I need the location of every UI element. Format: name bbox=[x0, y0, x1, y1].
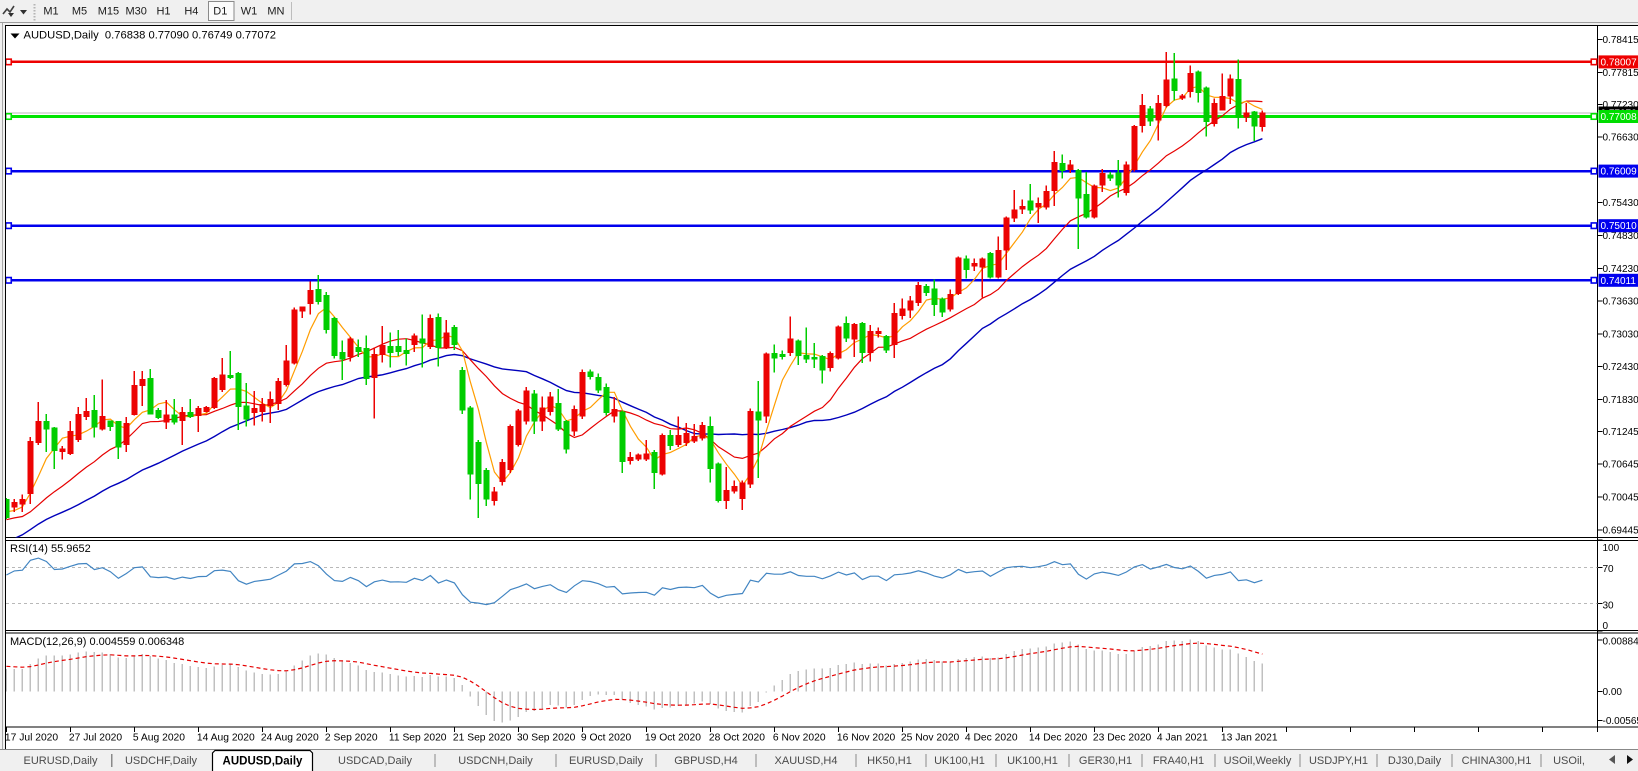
svg-text:100: 100 bbox=[1603, 543, 1620, 554]
svg-text:4 Dec 2020: 4 Dec 2020 bbox=[965, 733, 1018, 744]
svg-text:0.00884: 0.00884 bbox=[1603, 636, 1638, 647]
svg-text:0.71245: 0.71245 bbox=[1603, 427, 1638, 438]
svg-text:CHINA300,H1: CHINA300,H1 bbox=[1462, 755, 1532, 767]
svg-text:AUDUSD,Daily: AUDUSD,Daily bbox=[223, 756, 303, 768]
svg-text:EURUSD,Daily: EURUSD,Daily bbox=[24, 755, 98, 767]
svg-text:30 Sep 2020: 30 Sep 2020 bbox=[517, 733, 576, 744]
svg-text:RSI(14) 55.9652: RSI(14) 55.9652 bbox=[10, 543, 91, 555]
svg-text:2 Sep 2020: 2 Sep 2020 bbox=[325, 733, 378, 744]
svg-text:27 Jul 2020: 27 Jul 2020 bbox=[69, 733, 123, 744]
svg-text:6 Nov 2020: 6 Nov 2020 bbox=[773, 733, 826, 744]
svg-text:0.69445: 0.69445 bbox=[1603, 525, 1638, 536]
svg-text:M30: M30 bbox=[125, 6, 146, 18]
svg-text:25 Nov 2020: 25 Nov 2020 bbox=[901, 733, 960, 744]
svg-text:0.72430: 0.72430 bbox=[1603, 362, 1638, 373]
svg-text:0.00: 0.00 bbox=[1603, 687, 1623, 698]
svg-text:11 Sep 2020: 11 Sep 2020 bbox=[389, 733, 447, 744]
svg-text:0.75430: 0.75430 bbox=[1603, 198, 1638, 209]
svg-text:5 Aug 2020: 5 Aug 2020 bbox=[133, 733, 185, 744]
svg-text:XAUUSD,H4: XAUUSD,H4 bbox=[775, 755, 838, 767]
svg-text:0.78415: 0.78415 bbox=[1603, 35, 1638, 46]
svg-text:W1: W1 bbox=[241, 6, 258, 18]
svg-text:0: 0 bbox=[1603, 621, 1609, 632]
svg-text:70: 70 bbox=[1603, 564, 1615, 575]
svg-text:UK100,H1: UK100,H1 bbox=[1007, 755, 1058, 767]
svg-text:0.74011: 0.74011 bbox=[1601, 276, 1637, 287]
svg-text:DJ30,Daily: DJ30,Daily bbox=[1388, 755, 1442, 767]
svg-text:0.78007: 0.78007 bbox=[1601, 57, 1638, 68]
svg-text:21 Sep 2020: 21 Sep 2020 bbox=[453, 733, 512, 744]
svg-text:GBPUSD,H4: GBPUSD,H4 bbox=[674, 755, 738, 767]
svg-text:USOil,Weekly: USOil,Weekly bbox=[1224, 755, 1292, 767]
svg-text:USOil,: USOil, bbox=[1553, 755, 1585, 767]
svg-text:0.77008: 0.77008 bbox=[1601, 112, 1638, 123]
svg-text:14 Dec 2020: 14 Dec 2020 bbox=[1029, 733, 1088, 744]
svg-text:4 Jan 2021: 4 Jan 2021 bbox=[1157, 733, 1208, 744]
svg-text:0.73030: 0.73030 bbox=[1603, 329, 1638, 340]
svg-text:19 Oct 2020: 19 Oct 2020 bbox=[645, 733, 701, 744]
svg-text:9 Oct 2020: 9 Oct 2020 bbox=[581, 733, 632, 744]
svg-text:0.74830: 0.74830 bbox=[1603, 231, 1638, 242]
svg-text:M5: M5 bbox=[72, 6, 87, 18]
svg-text:17 Jul 2020: 17 Jul 2020 bbox=[5, 733, 59, 744]
svg-text:USDCAD,Daily: USDCAD,Daily bbox=[338, 755, 412, 767]
svg-text:0.74230: 0.74230 bbox=[1603, 264, 1638, 275]
svg-text:GER30,H1: GER30,H1 bbox=[1079, 755, 1132, 767]
svg-text:14 Aug 2020: 14 Aug 2020 bbox=[197, 733, 255, 744]
svg-text:0.77815: 0.77815 bbox=[1603, 68, 1638, 79]
svg-text:AUDUSD,Daily 0.76838 0.77090: AUDUSD,Daily 0.76838 0.77090 0.76749 0.7… bbox=[24, 30, 277, 42]
svg-text:MACD(12,26,9) 0.004559 0.00634: MACD(12,26,9) 0.004559 0.006348 bbox=[10, 636, 184, 648]
svg-text:0.76009: 0.76009 bbox=[1601, 167, 1638, 178]
svg-text:30: 30 bbox=[1603, 601, 1615, 612]
svg-text:28 Oct 2020: 28 Oct 2020 bbox=[709, 733, 765, 744]
svg-text:0.76630: 0.76630 bbox=[1603, 133, 1638, 144]
svg-text:M1: M1 bbox=[43, 6, 58, 18]
svg-text:16 Nov 2020: 16 Nov 2020 bbox=[837, 733, 896, 744]
svg-text:UK100,H1: UK100,H1 bbox=[934, 755, 985, 767]
svg-text:HK50,H1: HK50,H1 bbox=[867, 755, 912, 767]
svg-text:-0.00565: -0.00565 bbox=[1603, 716, 1638, 727]
svg-text:D1: D1 bbox=[213, 6, 227, 18]
svg-text:USDJPY,H1: USDJPY,H1 bbox=[1309, 755, 1368, 767]
svg-text:13 Jan 2021: 13 Jan 2021 bbox=[1221, 733, 1278, 744]
svg-text:0.70045: 0.70045 bbox=[1603, 493, 1638, 504]
svg-text:0.70645: 0.70645 bbox=[1603, 460, 1638, 471]
svg-text:USDCNH,Daily: USDCNH,Daily bbox=[458, 755, 533, 767]
svg-text:EURUSD,Daily: EURUSD,Daily bbox=[569, 755, 643, 767]
svg-text:MN: MN bbox=[267, 6, 284, 18]
svg-text:H1: H1 bbox=[156, 6, 170, 18]
svg-text:M15: M15 bbox=[98, 6, 119, 18]
svg-text:0.77230: 0.77230 bbox=[1603, 100, 1638, 111]
svg-text:USDCHF,Daily: USDCHF,Daily bbox=[125, 755, 198, 767]
svg-text:23 Dec 2020: 23 Dec 2020 bbox=[1093, 733, 1152, 744]
svg-text:0.73630: 0.73630 bbox=[1603, 297, 1638, 308]
svg-text:FRA40,H1: FRA40,H1 bbox=[1153, 755, 1204, 767]
svg-text:H4: H4 bbox=[184, 6, 198, 18]
svg-text:24 Aug 2020: 24 Aug 2020 bbox=[261, 733, 319, 744]
svg-text:0.75010: 0.75010 bbox=[1601, 221, 1638, 232]
svg-text:0.71830: 0.71830 bbox=[1603, 395, 1638, 406]
